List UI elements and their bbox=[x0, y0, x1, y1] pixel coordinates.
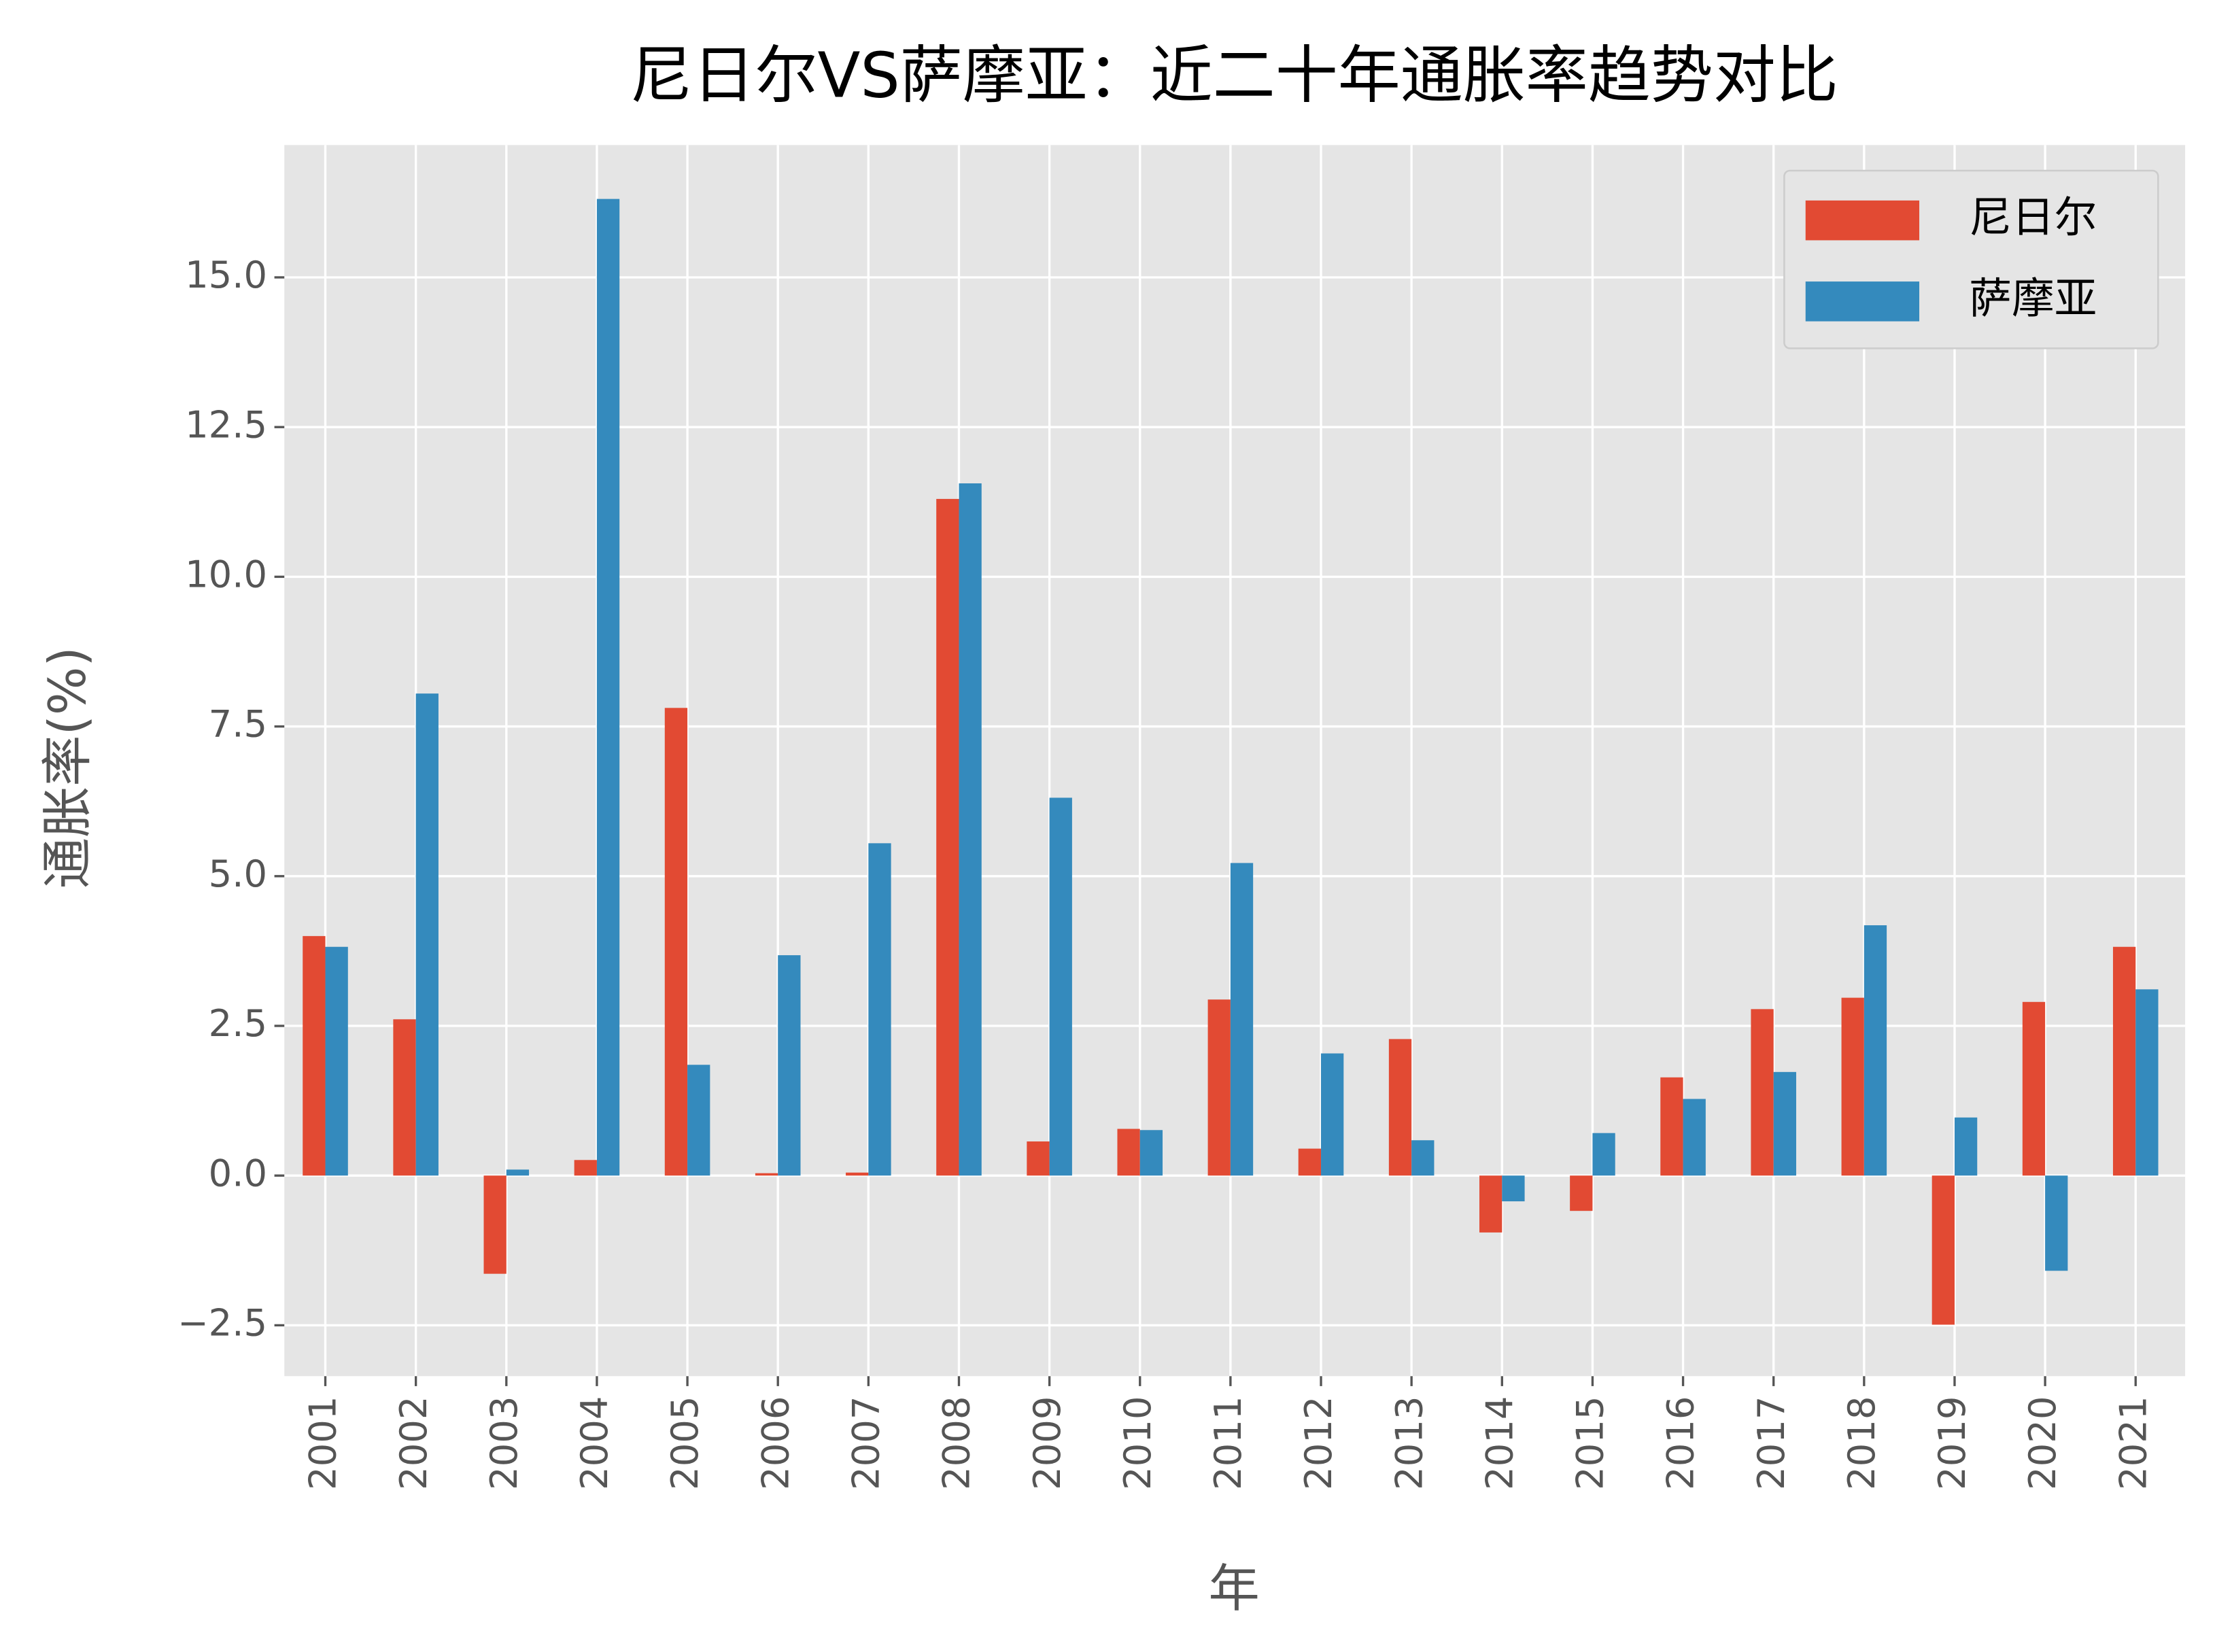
bar bbox=[393, 1019, 416, 1176]
bar bbox=[483, 1175, 506, 1274]
x-tick-label: 2018 bbox=[1840, 1396, 1883, 1490]
bar bbox=[1502, 1175, 1525, 1202]
bar bbox=[1388, 1039, 1412, 1176]
bar bbox=[2022, 1001, 2046, 1176]
x-tick-label: 2013 bbox=[1388, 1396, 1430, 1490]
bar bbox=[687, 1065, 710, 1176]
legend-swatch bbox=[1805, 200, 1920, 241]
x-tick-label: 2008 bbox=[935, 1396, 978, 1490]
bar bbox=[1411, 1140, 1435, 1176]
x-tick-label: 2010 bbox=[1116, 1396, 1159, 1490]
bar bbox=[1027, 1141, 1050, 1176]
bar bbox=[1954, 1117, 1978, 1176]
bar bbox=[1931, 1175, 1955, 1325]
y-tick-label: 7.5 bbox=[209, 703, 267, 746]
x-tick-label: 2020 bbox=[2021, 1396, 2064, 1490]
x-tick-label: 2017 bbox=[1750, 1396, 1793, 1490]
bar bbox=[1570, 1175, 1593, 1211]
bar bbox=[1230, 863, 1254, 1176]
bars bbox=[303, 199, 2159, 1325]
x-tick-label: 2021 bbox=[2112, 1396, 2154, 1490]
bar bbox=[1139, 1130, 1163, 1176]
bar bbox=[303, 935, 326, 1176]
bar bbox=[1298, 1148, 1322, 1176]
bar bbox=[1117, 1129, 1140, 1176]
chart-title: 尼日尔VS萨摩亚：近二十年通胀率趋势对比 bbox=[630, 39, 1838, 112]
bar bbox=[778, 955, 801, 1176]
x-axis-label: 年 bbox=[1208, 1559, 1259, 1619]
legend-label: 尼日尔 bbox=[1969, 192, 2097, 242]
x-tick-label: 2005 bbox=[664, 1396, 706, 1490]
bar bbox=[846, 1172, 869, 1176]
bar bbox=[1751, 1009, 1774, 1176]
bar bbox=[1049, 797, 1072, 1176]
bar bbox=[1773, 1071, 1796, 1176]
bar bbox=[415, 693, 439, 1176]
legend-label: 萨摩亚 bbox=[1969, 273, 2097, 323]
bar bbox=[1683, 1099, 1706, 1176]
bar bbox=[1207, 999, 1231, 1176]
bar bbox=[959, 483, 982, 1176]
y-tick-label: 15.0 bbox=[185, 254, 267, 296]
x-tick-label: 2009 bbox=[1026, 1396, 1069, 1490]
bar bbox=[574, 1160, 597, 1176]
y-tick-label: 5.0 bbox=[209, 853, 267, 895]
y-tick-label: 10.0 bbox=[185, 553, 267, 596]
x-tick-label: 2014 bbox=[1478, 1396, 1521, 1490]
x-tick-label: 2016 bbox=[1660, 1396, 1702, 1490]
bar bbox=[664, 708, 688, 1176]
y-axis-label: 通胀率(%) bbox=[37, 647, 97, 889]
y-tick-label: 0.0 bbox=[209, 1152, 267, 1194]
y-tick-label: 12.5 bbox=[185, 403, 267, 446]
legend-swatch bbox=[1805, 281, 1920, 322]
bar bbox=[2045, 1175, 2068, 1271]
bar bbox=[596, 199, 620, 1176]
x-tick-label: 2012 bbox=[1297, 1396, 1340, 1490]
x-tick-label: 2011 bbox=[1207, 1396, 1250, 1490]
bar bbox=[2135, 989, 2159, 1176]
bar bbox=[2112, 946, 2136, 1176]
bar bbox=[1841, 997, 1864, 1176]
bar bbox=[1660, 1077, 1683, 1176]
y-tick-label: 2.5 bbox=[209, 1002, 267, 1045]
x-tick-label: 2019 bbox=[1931, 1396, 1974, 1490]
bar bbox=[1321, 1053, 1344, 1176]
bar bbox=[755, 1173, 778, 1176]
y-tick-label: −2.5 bbox=[177, 1302, 267, 1345]
bar bbox=[1864, 925, 1887, 1176]
bar bbox=[506, 1169, 530, 1176]
x-tick-label: 2007 bbox=[844, 1396, 887, 1490]
bar bbox=[936, 498, 959, 1176]
x-tick-label: 2004 bbox=[573, 1396, 616, 1490]
x-tick-label: 2002 bbox=[392, 1396, 435, 1490]
x-tick-label: 2006 bbox=[754, 1396, 797, 1490]
bar bbox=[325, 946, 348, 1176]
x-tick-label: 2001 bbox=[302, 1396, 345, 1490]
x-tick-label: 2003 bbox=[483, 1396, 526, 1490]
x-tick-label: 2015 bbox=[1569, 1396, 1612, 1490]
bar bbox=[868, 843, 891, 1176]
bar bbox=[1479, 1175, 1503, 1233]
bar bbox=[1592, 1133, 1615, 1176]
